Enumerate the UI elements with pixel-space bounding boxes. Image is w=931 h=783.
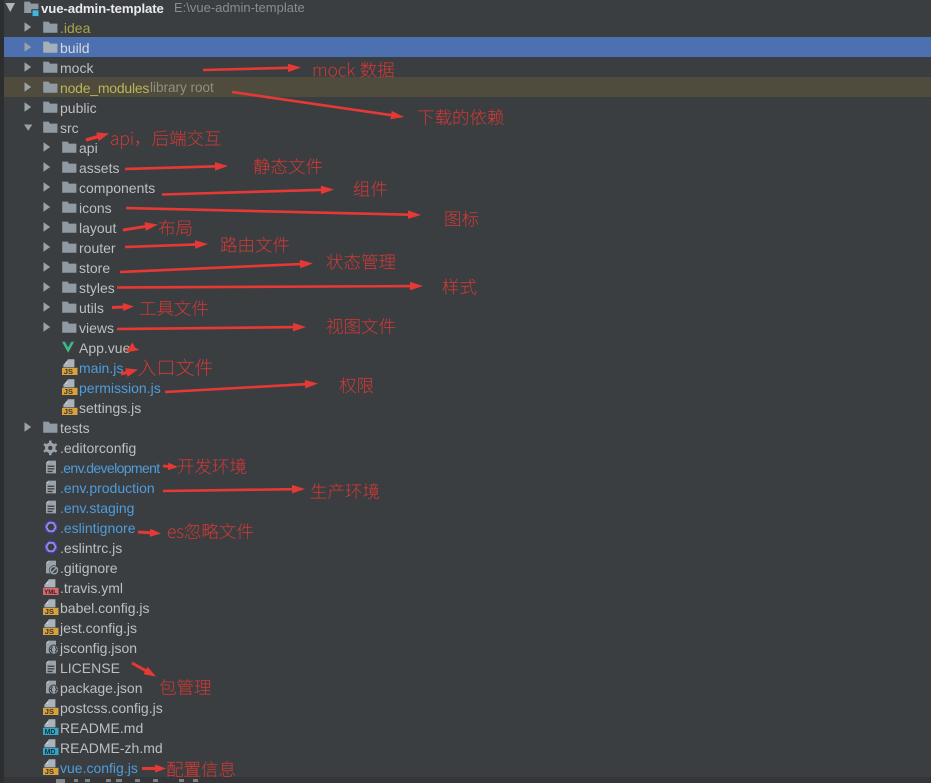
- svg-text:JS: JS: [45, 707, 54, 716]
- svg-text:JS: JS: [45, 607, 54, 616]
- svg-text:MD: MD: [45, 729, 56, 736]
- svg-text:JS: JS: [45, 627, 54, 636]
- svg-text:JS: JS: [64, 407, 73, 416]
- svg-text:JS: JS: [45, 767, 54, 776]
- svg-text:YML: YML: [44, 590, 57, 596]
- svg-text:JS: JS: [64, 387, 73, 396]
- svg-text:MD: MD: [45, 749, 56, 756]
- svg-text:JS: JS: [64, 367, 73, 376]
